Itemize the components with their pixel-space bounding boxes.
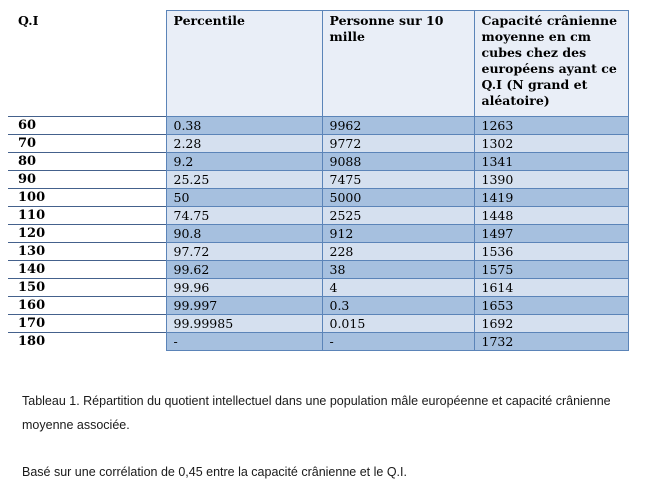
cell-percentile: 0.38 <box>165 116 323 135</box>
cell-per-10k: 7475 <box>321 170 475 189</box>
cell-per-10k: 4 <box>321 278 475 297</box>
cell-per-10k: 228 <box>321 242 475 261</box>
table-row: 110 74.75 2525 1448 <box>8 206 629 225</box>
table-row: 60 0.38 9962 1263 <box>8 116 629 135</box>
cell-capacity: 1653 <box>473 296 629 315</box>
cell-per-10k: 9962 <box>321 116 475 135</box>
cell-capacity: 1614 <box>473 278 629 297</box>
cell-per-10k: 5000 <box>321 188 475 207</box>
cell-percentile: 50 <box>165 188 323 207</box>
table-row: 100 50 5000 1419 <box>8 188 629 207</box>
correlation-note: Basé sur une corrélation de 0,45 entre l… <box>22 465 407 479</box>
table-row: 90 25.25 7475 1390 <box>8 170 629 189</box>
cell-qi: 150 <box>8 278 166 297</box>
cell-per-10k: 0.015 <box>321 314 475 333</box>
cell-capacity: 1448 <box>473 206 629 225</box>
column-header-percentile: Percentile <box>165 10 323 117</box>
cell-percentile: 74.75 <box>165 206 323 225</box>
table-row: 150 99.96 4 1614 <box>8 278 629 297</box>
cell-percentile: 99.997 <box>165 296 323 315</box>
table-row: 170 99.99985 0.015 1692 <box>8 314 629 333</box>
cell-qi: 60 <box>8 116 166 135</box>
cell-percentile: 99.99985 <box>165 314 323 333</box>
cell-qi: 120 <box>8 224 166 243</box>
cell-per-10k: 9772 <box>321 134 475 153</box>
cell-percentile: 90.8 <box>165 224 323 243</box>
table-row: 140 99.62 38 1575 <box>8 260 629 279</box>
cell-percentile: 99.62 <box>165 260 323 279</box>
cell-capacity: 1263 <box>473 116 629 135</box>
cell-per-10k: 912 <box>321 224 475 243</box>
cell-qi: 80 <box>8 152 166 171</box>
cell-percentile: 99.96 <box>165 278 323 297</box>
cell-qi: 100 <box>8 188 166 207</box>
cell-qi: 170 <box>8 314 166 333</box>
iq-cranial-capacity-table: Q.I Percentile Personne sur 10 mille Cap… <box>8 10 629 351</box>
cell-qi: 180 <box>8 332 166 351</box>
cell-per-10k: 38 <box>321 260 475 279</box>
cell-percentile: 9.2 <box>165 152 323 171</box>
cell-percentile: 97.72 <box>165 242 323 261</box>
cell-qi: 70 <box>8 134 166 153</box>
table-row: 160 99.997 0.3 1653 <box>8 296 629 315</box>
cell-capacity: 1536 <box>473 242 629 261</box>
table-row: 80 9.2 9088 1341 <box>8 152 629 171</box>
table-row: 120 90.8 912 1497 <box>8 224 629 243</box>
cell-per-10k: 0.3 <box>321 296 475 315</box>
table-row: 180 - - 1732 <box>8 332 629 351</box>
table-row: 130 97.72 228 1536 <box>8 242 629 261</box>
cell-qi: 90 <box>8 170 166 189</box>
cell-capacity: 1732 <box>473 332 629 351</box>
cell-qi: 130 <box>8 242 166 261</box>
table-caption: Tableau 1. Répartition du quotient intel… <box>22 394 611 432</box>
cell-capacity: 1692 <box>473 314 629 333</box>
cell-capacity: 1575 <box>473 260 629 279</box>
cell-capacity: 1419 <box>473 188 629 207</box>
column-header-per-10k: Personne sur 10 mille <box>321 10 475 117</box>
cell-per-10k: - <box>321 332 475 351</box>
cell-capacity: 1302 <box>473 134 629 153</box>
cell-capacity: 1390 <box>473 170 629 189</box>
cell-qi: 160 <box>8 296 166 315</box>
cell-capacity: 1497 <box>473 224 629 243</box>
cell-capacity: 1341 <box>473 152 629 171</box>
table-body: 60 0.38 9962 1263 70 2.28 9772 1302 80 9… <box>8 116 629 351</box>
cell-percentile: 2.28 <box>165 134 323 153</box>
cell-percentile: 25.25 <box>165 170 323 189</box>
table-row: 70 2.28 9772 1302 <box>8 134 629 153</box>
cell-qi: 110 <box>8 206 166 225</box>
cell-qi: 140 <box>8 260 166 279</box>
table-header-row: Q.I Percentile Personne sur 10 mille Cap… <box>8 10 629 117</box>
cell-percentile: - <box>165 332 323 351</box>
cell-per-10k: 9088 <box>321 152 475 171</box>
column-header-qi: Q.I <box>8 10 166 117</box>
column-header-cranial-capacity: Capacité crânienne moyenne en cm cubes c… <box>473 10 629 117</box>
cell-per-10k: 2525 <box>321 206 475 225</box>
